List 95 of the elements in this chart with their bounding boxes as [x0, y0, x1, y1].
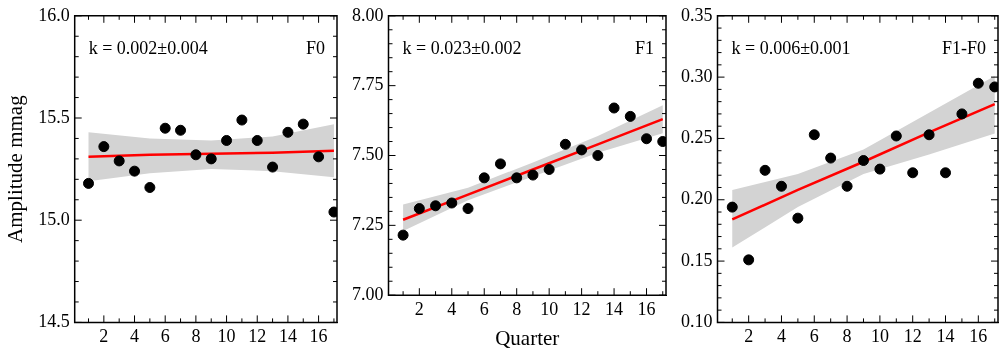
- point: [874, 163, 886, 175]
- point: [511, 172, 523, 184]
- x-tick-label: 12: [903, 325, 922, 346]
- x-tick-label: 8: [512, 298, 522, 319]
- y-tick-label: 8.00: [352, 4, 384, 25]
- point: [282, 126, 294, 138]
- annotation: F1: [634, 37, 654, 58]
- x-tick-label: 16: [637, 298, 656, 319]
- x-tick-label: 10: [870, 325, 889, 346]
- point: [841, 180, 853, 192]
- x-tick-label: 10: [217, 325, 236, 346]
- annotation: k = 0.006±0.001: [731, 37, 851, 58]
- point: [792, 212, 804, 224]
- point: [267, 161, 279, 173]
- point: [478, 172, 490, 184]
- point: [313, 151, 325, 163]
- point: [113, 155, 125, 167]
- annotation: k = 0.002±0.004: [88, 37, 208, 58]
- x-tick-label: 2: [414, 298, 424, 319]
- x-tick-label: 2: [744, 325, 754, 346]
- x-tick-label: 8: [842, 325, 852, 346]
- point: [972, 77, 984, 89]
- point: [190, 149, 202, 161]
- point: [251, 134, 263, 146]
- x-tick-label: 8: [191, 325, 201, 346]
- point: [236, 114, 248, 126]
- point: [956, 108, 968, 120]
- point: [592, 150, 604, 161]
- point: [940, 167, 952, 179]
- x-tick-label: 4: [130, 325, 140, 346]
- point: [129, 165, 141, 177]
- point: [641, 133, 653, 145]
- point: [726, 201, 738, 213]
- point: [527, 169, 539, 181]
- y-tick-label: 7.00: [352, 283, 384, 304]
- y-tick-label: 16.0: [38, 4, 70, 25]
- point: [430, 200, 442, 212]
- point: [857, 155, 869, 167]
- x-tick-label: 14: [278, 325, 297, 346]
- point: [608, 102, 620, 114]
- x-tick-label: 4: [447, 298, 457, 319]
- y-tick-label: 15.5: [38, 106, 70, 127]
- y-tick-label: 14.5: [38, 311, 70, 332]
- point: [808, 129, 820, 141]
- point: [543, 163, 555, 175]
- y-tick-label: 15.0: [38, 208, 70, 229]
- x-tick-label: 12: [572, 298, 591, 319]
- y-tick-label: 7.75: [352, 74, 384, 95]
- point: [175, 124, 187, 136]
- x-tick-label: 10: [540, 298, 559, 319]
- y-tick-label: 7.25: [352, 214, 384, 235]
- point: [446, 197, 458, 209]
- y-tick-label: 0.10: [681, 311, 713, 332]
- x-tick-label: 6: [479, 298, 489, 319]
- y-tick-label: 0.35: [681, 4, 713, 25]
- x-tick-label: 6: [160, 325, 170, 346]
- x-tick-label: 14: [936, 325, 955, 346]
- point: [890, 130, 902, 142]
- y-tick-label: 0.20: [681, 188, 713, 209]
- x-tick-label: 12: [248, 325, 267, 346]
- point: [462, 203, 474, 215]
- point: [83, 177, 95, 189]
- x-tick-label: 16: [309, 325, 328, 346]
- point: [775, 180, 787, 192]
- point: [907, 167, 919, 179]
- y-axis-title: Amplitude mmag: [3, 94, 28, 243]
- y-tick-label: 0.25: [681, 127, 713, 148]
- y-tick-label: 0.15: [681, 249, 713, 270]
- point: [413, 203, 425, 215]
- point: [624, 110, 636, 122]
- x-tick-label: 2: [99, 325, 109, 346]
- point: [205, 153, 217, 165]
- x-axis-title: Quarter: [495, 325, 560, 350]
- point: [759, 164, 771, 176]
- x-tick-label: 4: [776, 325, 786, 346]
- point: [494, 158, 506, 170]
- y-tick-label: 7.50: [352, 144, 384, 165]
- annotation: F1-F0: [941, 37, 986, 58]
- point: [743, 254, 755, 266]
- point: [144, 182, 156, 193]
- x-tick-label: 14: [605, 298, 624, 319]
- point: [923, 129, 935, 141]
- point: [576, 144, 588, 156]
- point: [397, 229, 409, 241]
- point: [98, 141, 110, 153]
- x-tick-label: 16: [969, 325, 988, 346]
- point: [825, 152, 837, 164]
- point: [159, 122, 171, 134]
- point: [297, 118, 309, 130]
- annotation: k = 0.023±0.002: [402, 37, 522, 58]
- y-tick-label: 0.30: [681, 65, 713, 86]
- point: [221, 134, 233, 146]
- annotation: F0: [305, 37, 325, 58]
- x-tick-label: 6: [809, 325, 819, 346]
- point: [559, 138, 571, 150]
